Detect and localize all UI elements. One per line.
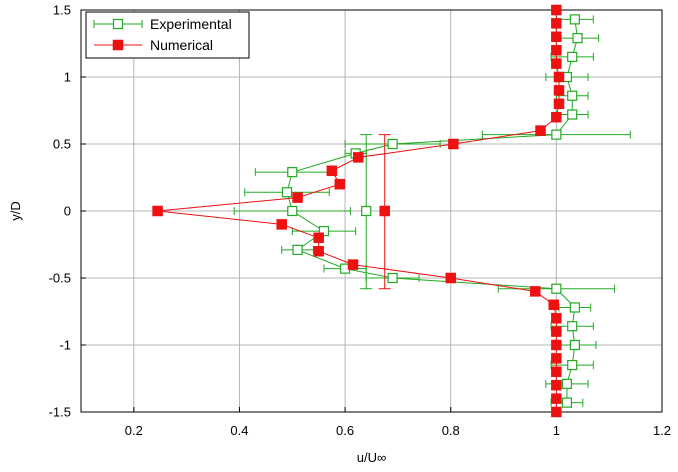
experimental-point	[569, 302, 580, 313]
legend-numerical-label: Numerical	[150, 37, 213, 53]
numerical-point	[347, 259, 359, 270]
x-tick-label: 1.2	[653, 423, 671, 438]
numerical-point	[551, 326, 562, 337]
numerical-point	[292, 192, 303, 203]
numerical-point	[313, 245, 324, 257]
y-tick-label: 1	[64, 70, 71, 85]
numerical-point	[551, 44, 562, 56]
numerical-point	[551, 339, 562, 351]
legend-experimental-label: Experimental	[150, 16, 232, 32]
experimental-point	[561, 378, 573, 389]
series-experimental	[233, 14, 631, 408]
experimental-point	[318, 226, 330, 237]
experimental-point	[567, 321, 578, 332]
numerical-point	[445, 272, 456, 284]
numerical-point	[553, 71, 565, 83]
numerical-point	[276, 219, 287, 230]
x-tick-label: 0.6	[336, 423, 354, 438]
y-tick-label: -1	[59, 338, 71, 353]
numerical-point	[551, 353, 562, 364]
numerical-point	[334, 178, 346, 190]
y-tick-label: -1.5	[49, 405, 71, 420]
experimental-point	[569, 339, 580, 351]
y-tick-label: 1.5	[53, 3, 71, 18]
numerical-point	[551, 18, 562, 29]
y-axis-title: y/D	[8, 201, 23, 221]
experimental-point	[572, 33, 583, 44]
experimental-point	[567, 51, 578, 63]
numerical-point	[379, 205, 390, 217]
experimental-point	[281, 187, 293, 198]
numerical-point	[535, 125, 546, 136]
numerical-point	[353, 152, 364, 163]
x-tick-label: 0.4	[230, 423, 248, 438]
x-axis-title: u/U∞	[357, 450, 387, 465]
series-layer	[152, 4, 631, 418]
numerical-point	[551, 111, 562, 123]
experimental-point	[551, 129, 562, 140]
series-numerical	[152, 4, 565, 418]
experimental-point	[387, 138, 398, 150]
experimental-point	[287, 167, 298, 178]
legend: Experimental Numerical	[85, 11, 250, 59]
numerical-point	[551, 406, 562, 418]
numerical-point	[152, 205, 163, 217]
x-tick-label: 0.2	[125, 423, 143, 438]
numerical-point	[551, 31, 562, 43]
experimental-point	[567, 90, 578, 101]
experimental-point	[387, 272, 398, 284]
experimental-point	[567, 109, 578, 120]
experimental-point	[287, 205, 298, 217]
numerical-point	[551, 4, 562, 16]
y-tick-label: 0	[64, 204, 71, 219]
experimental-point	[551, 283, 562, 294]
experimental-point	[292, 244, 303, 255]
y-tick-label: 0.5	[53, 137, 71, 152]
numerical-point	[551, 393, 562, 404]
numerical-point	[548, 299, 559, 311]
numerical-point	[551, 312, 562, 324]
numerical-point	[551, 379, 562, 391]
experimental-point	[361, 205, 372, 217]
legend-numerical-marker	[112, 39, 124, 51]
x-tick-label: 0.8	[442, 423, 460, 438]
numerical-point	[551, 366, 562, 378]
numerical-point	[529, 286, 541, 297]
experimental-point	[569, 14, 580, 25]
y-tick-label: -0.5	[49, 271, 71, 286]
numerical-point	[551, 58, 562, 69]
numerical-point	[313, 232, 324, 244]
experimental-point	[561, 397, 573, 408]
numerical-point	[553, 85, 565, 96]
legend-experimental-marker	[112, 18, 124, 30]
numerical-point	[553, 98, 565, 110]
experimental-point	[567, 360, 578, 371]
numerical-point	[326, 165, 338, 177]
x-tick-label: 1	[553, 423, 560, 438]
numerical-point	[448, 138, 459, 150]
